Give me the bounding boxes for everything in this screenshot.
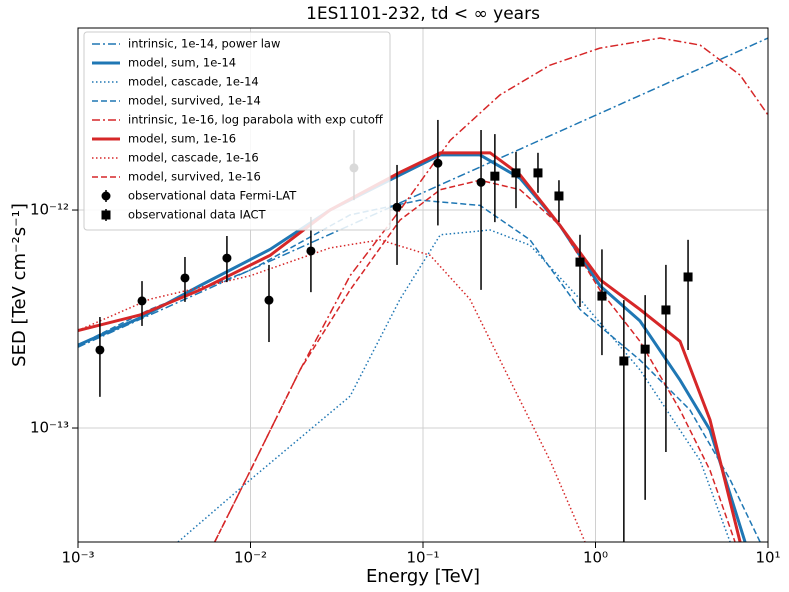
legend-marker: [101, 210, 111, 220]
plot-area: [78, 37, 768, 542]
legend-label: model, sum, 1e-16: [128, 132, 236, 146]
marker-circle: [392, 202, 402, 212]
marker-square: [511, 168, 521, 178]
legend-marker: [101, 191, 111, 201]
legend-box: [83, 31, 391, 231]
series-line: [78, 239, 586, 542]
x-tick-label: 10⁻²: [234, 549, 267, 567]
ticks: 10⁻³ 10⁻² 10⁻¹ 10⁰ 10¹ 10⁻¹³ 10⁻¹²: [30, 201, 781, 567]
legend-label: observational data Fermi-LAT: [128, 189, 297, 203]
legend-label: model, cascade, 1e-16: [128, 151, 259, 165]
x-tick-label: 10⁻¹: [406, 549, 439, 567]
legend-label: model, survived, 1e-14: [128, 94, 261, 108]
legend-label: model, cascade, 1e-14: [128, 75, 259, 89]
marker-square: [554, 191, 564, 201]
marker-circle: [222, 253, 232, 263]
marker-circle: [476, 177, 486, 187]
marker-square: [661, 305, 671, 315]
marker-circle: [180, 273, 190, 283]
marker-square: [640, 344, 650, 354]
x-axis-label: Energy [TeV]: [366, 566, 480, 587]
marker-square: [490, 171, 500, 181]
x-tick-label: 10⁰: [583, 549, 608, 567]
series-line: [214, 179, 736, 542]
legend-label: intrinsic, 1e-14, power law: [128, 37, 280, 51]
marker-circle: [264, 295, 274, 305]
marker-circle: [433, 158, 443, 168]
legend-label: observational data IACT: [128, 208, 267, 222]
marker-circle: [95, 345, 105, 355]
chart-title: 1ES1101-232, td < ∞ years: [306, 4, 540, 24]
marker-square: [619, 356, 629, 366]
marker-square: [533, 168, 543, 178]
series-line: [78, 199, 761, 542]
legend-label: model, sum, 1e-14: [128, 56, 236, 70]
marker-circle: [306, 246, 316, 256]
marker-circle: [137, 296, 147, 306]
x-tick-label: 10⁻³: [61, 549, 94, 567]
legend-label: model, survived, 1e-16: [128, 170, 261, 184]
legend: intrinsic, 1e-14, power law model, sum, 1…: [83, 31, 391, 231]
marker-square: [683, 272, 693, 282]
x-tick-label: 10¹: [755, 549, 780, 567]
y-tick-label: 10⁻¹³: [30, 419, 69, 437]
legend-label: intrinsic, 1e-16, log parabola with exp …: [128, 113, 384, 127]
series-line: [78, 37, 768, 348]
marker-square: [575, 257, 585, 267]
y-tick-label: 10⁻¹²: [30, 201, 69, 219]
y-axis-label: SED [TeV cm⁻²s⁻¹]: [9, 203, 30, 367]
marker-square: [597, 291, 607, 301]
